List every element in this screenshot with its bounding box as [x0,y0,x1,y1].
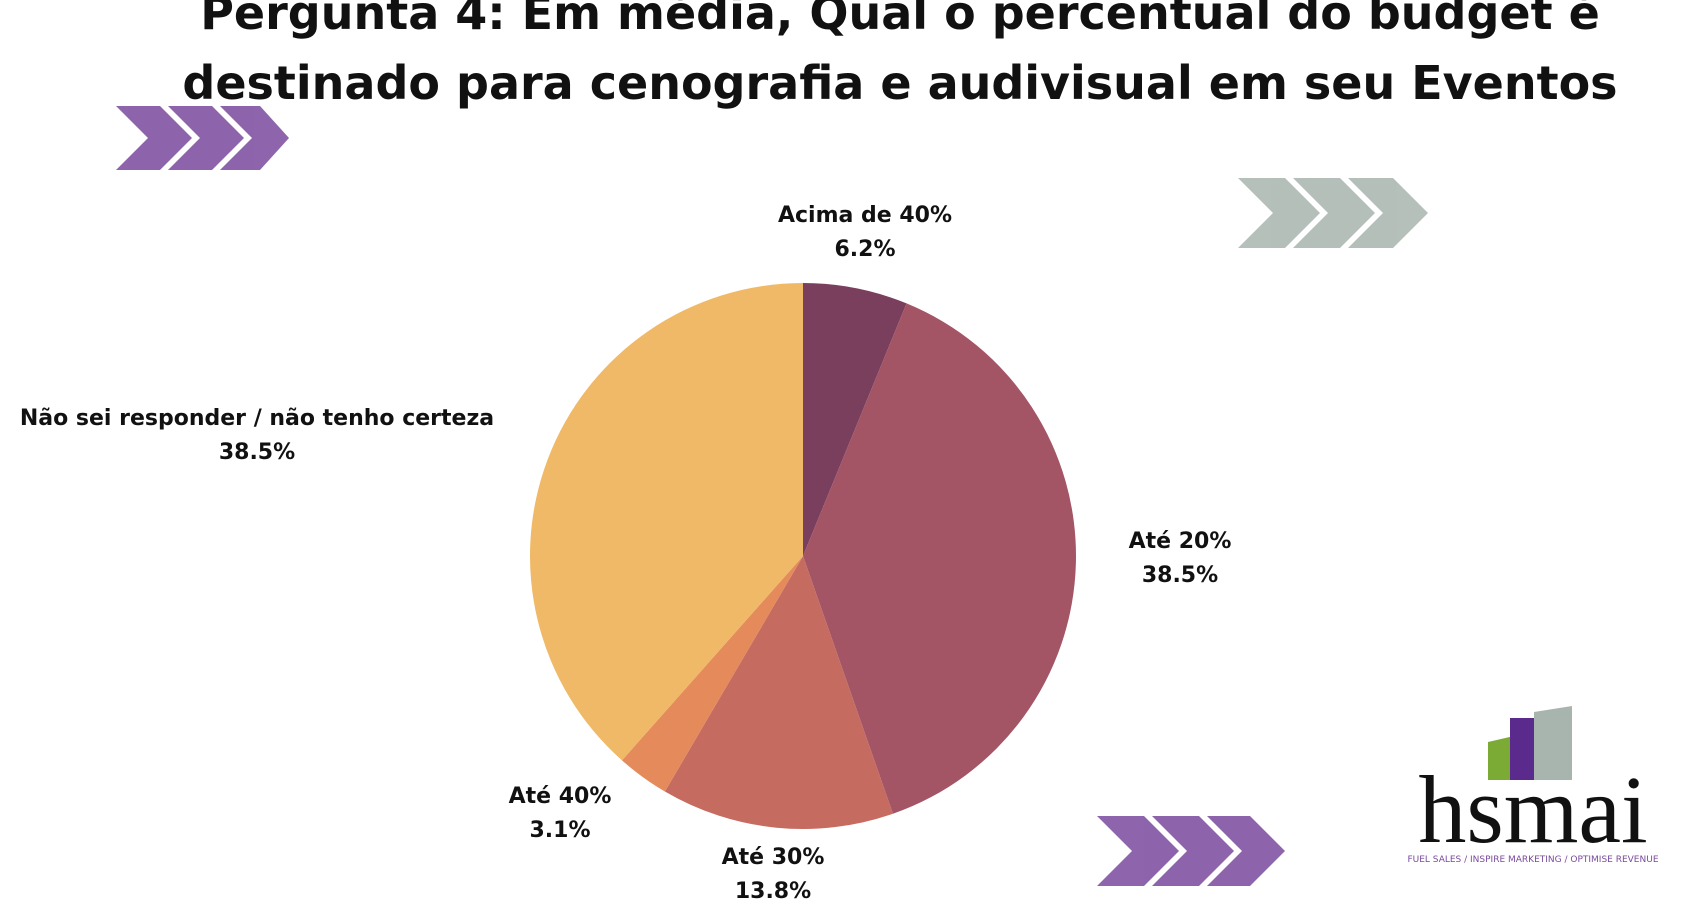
logo-text: hsmai [1418,756,1647,863]
pie-slice [621,556,803,792]
logo: hsmai FUEL SALES / INSPIRE MARKETING / O… [1407,706,1659,865]
slice-label: Até 20% [1129,529,1232,554]
pie-slice [803,303,1076,814]
chart-title: Pergunta 4: Em média, Qual o percentual … [182,0,1618,110]
slice-value: 38.5% [1142,563,1218,588]
decor [116,106,1428,886]
slice-label: Até 40% [509,784,612,809]
slice-label: Não sei responder / não tenho certeza [20,406,494,431]
pie-slice [803,283,907,556]
logo-tagline: FUEL SALES / INSPIRE MARKETING / OPTIMIS… [1407,855,1658,865]
chevrons [1238,178,1428,248]
chevrons [116,106,289,170]
slice-value: 38.5% [219,440,295,465]
slice-value: 3.1% [529,818,590,843]
slice-value: 13.8% [735,879,811,904]
pie: Acima de 40% 6.2% Até 20% 38.5% Até 30% 13.8%… [20,203,1232,904]
chevrons [1097,816,1285,886]
pie-slice [530,283,803,761]
slice-label: Acima de 40% [778,203,952,228]
slice-value: 6.2% [834,237,895,262]
slice-label: Até 30% [722,845,825,870]
pie-slice [664,556,893,829]
